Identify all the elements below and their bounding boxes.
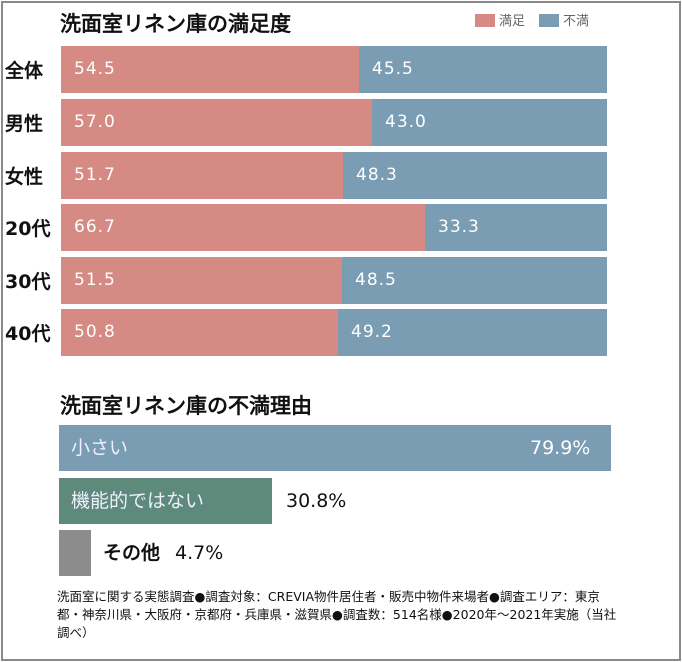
row-label: 全体 xyxy=(5,60,44,82)
reason-value: 4.7% xyxy=(175,542,224,564)
footnote: 洗面室に関する実態調査●調査対象：CREVIA物件居住者・販売中物件来場者●調査… xyxy=(57,589,617,640)
row-label: 女性 xyxy=(5,166,44,188)
legend-item-dissatisfied: 不満 xyxy=(539,10,589,29)
reason-bar: 機能的ではない xyxy=(59,478,272,524)
reason-bar xyxy=(59,530,91,576)
bar-dissatisfied: 48.3 xyxy=(343,152,607,199)
chart-title-satisfaction: 洗面室リネン庫の満足度 xyxy=(60,12,291,36)
reason-label: その他 xyxy=(103,542,161,564)
bar-satisfied: 51.7 xyxy=(61,152,343,199)
legend: 満足 不満 xyxy=(475,10,589,29)
bar-dissatisfied: 48.5 xyxy=(342,257,607,304)
reason-bar: 小さい xyxy=(59,425,611,471)
reason-label: 機能的ではない xyxy=(71,490,205,512)
legend-item-satisfied: 満足 xyxy=(475,10,525,29)
bar-dissatisfied: 33.3 xyxy=(425,204,607,251)
row-label: 40代 xyxy=(5,323,51,345)
bar-satisfied: 66.7 xyxy=(61,204,425,251)
bar-dissatisfied: 49.2 xyxy=(338,309,607,356)
reason-value: 79.9% xyxy=(530,437,591,459)
row-label: 20代 xyxy=(5,218,51,240)
reason-label: 小さい xyxy=(71,437,129,459)
bar-satisfied: 54.5 xyxy=(61,46,359,93)
bar-dissatisfied: 45.5 xyxy=(359,46,607,93)
row-label: 30代 xyxy=(5,271,51,293)
bar-satisfied: 51.5 xyxy=(61,257,342,304)
bar-satisfied: 57.0 xyxy=(61,99,372,146)
bar-satisfied: 50.8 xyxy=(61,309,338,356)
bar-dissatisfied: 43.0 xyxy=(372,99,607,146)
row-label: 男性 xyxy=(5,113,44,135)
reason-value: 30.8% xyxy=(286,490,347,512)
chart-title-reasons: 洗面室リネン庫の不満理由 xyxy=(60,394,312,418)
